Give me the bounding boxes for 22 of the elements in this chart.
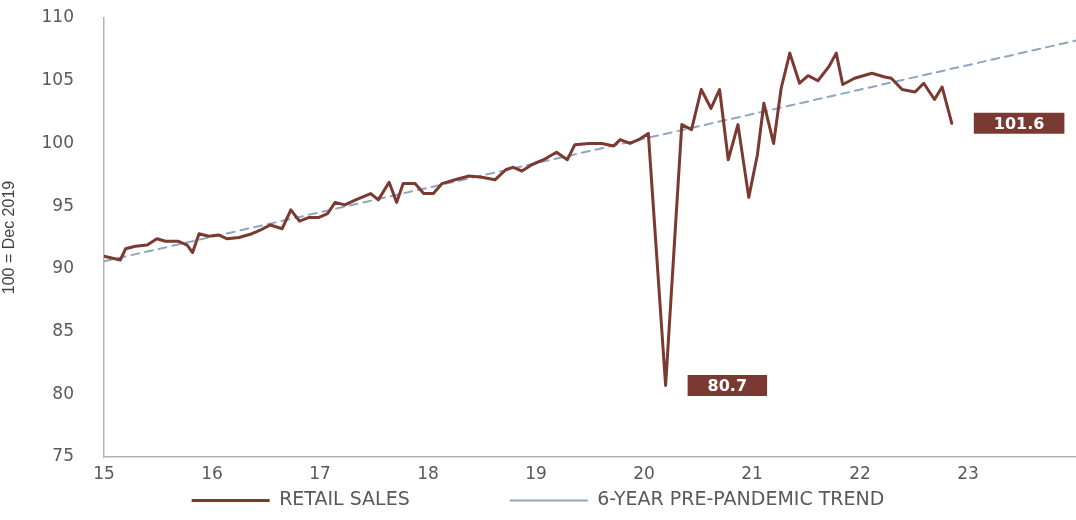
x-tick-label: 18 [417,462,439,483]
x-tick-label: 22 [849,462,871,483]
legend-label: 6-YEAR PRE-PANDEMIC TREND [597,487,885,510]
x-tick-label: 16 [201,462,223,483]
y-tick-label: 105 [41,69,74,90]
x-tick-label: 20 [633,462,655,483]
x-tick-label: 19 [525,462,547,483]
x-tick-label: 23 [957,462,979,483]
y-tick-label: 75 [52,445,74,466]
y-tick-label: 90 [52,257,74,278]
y-tick-label: 85 [52,319,74,340]
y-tick-label: 110 [41,6,74,27]
y-tick-label: 95 [52,194,74,215]
annotation: 101.6 [993,113,1045,133]
x-tick-label: 21 [741,462,763,483]
legend-label: RETAIL SALES [279,487,410,510]
x-tick-label: 17 [309,462,331,483]
annotation: 80.7 [707,375,748,395]
x-tick-label: 15 [93,462,115,483]
y-tick-label: 80 [52,382,74,403]
y-axis-title: 100 = Dec 2019 [0,180,18,295]
y-tick-label: 100 [41,131,74,152]
